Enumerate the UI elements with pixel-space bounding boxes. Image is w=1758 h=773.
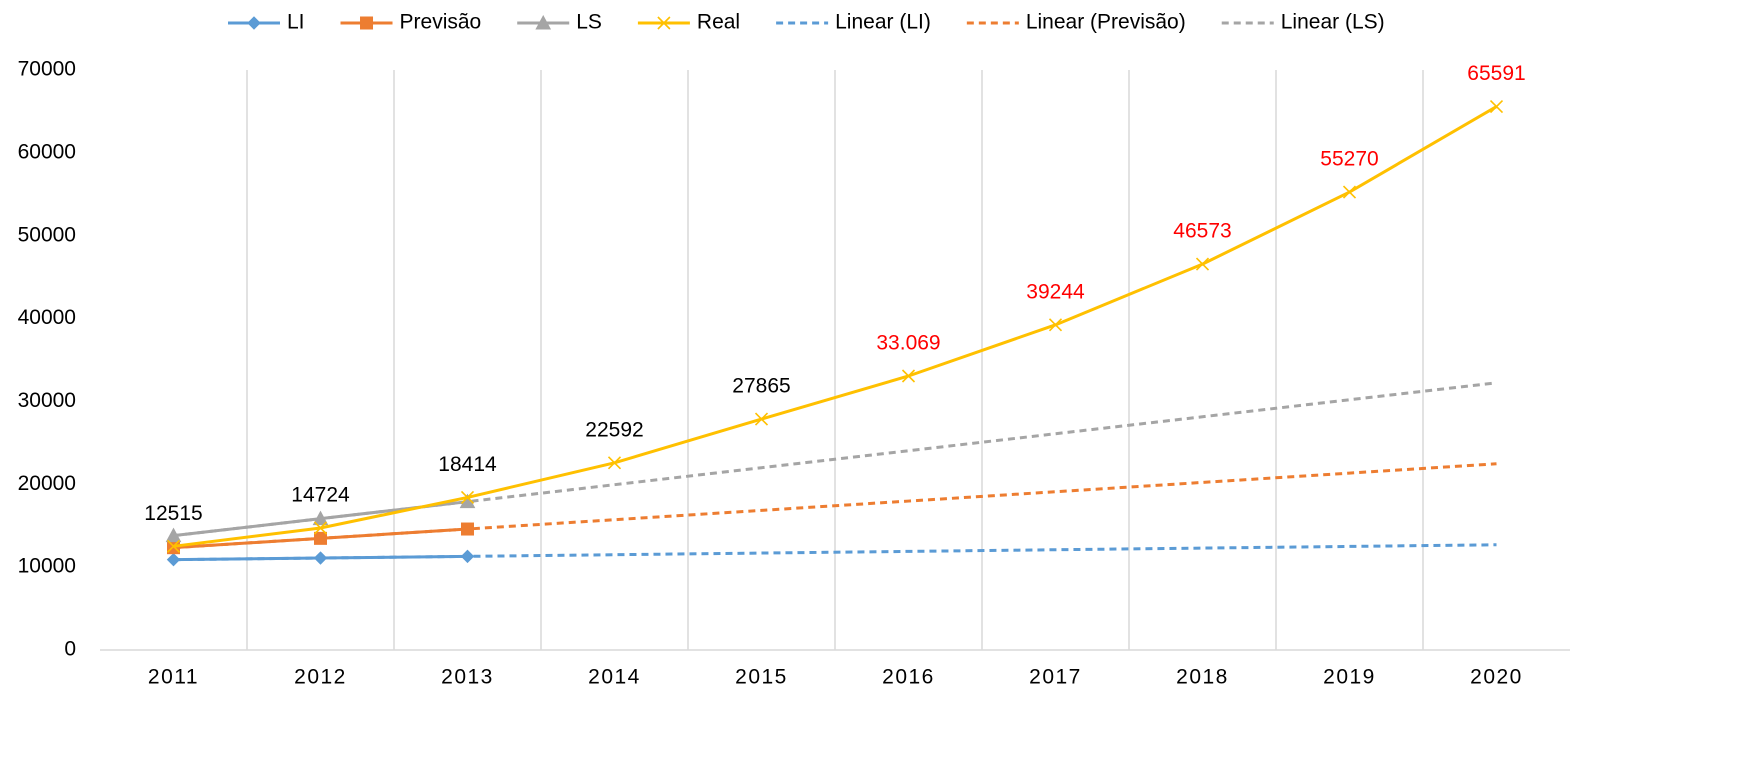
marker bbox=[461, 522, 474, 536]
data-label: 33.069 bbox=[876, 332, 940, 355]
legend-label: Real bbox=[697, 11, 740, 34]
x-tick-label: 2018 bbox=[1176, 666, 1229, 689]
data-label: 22592 bbox=[585, 418, 643, 441]
x-tick-label: 2020 bbox=[1470, 666, 1523, 689]
legend-label: Previsão bbox=[400, 11, 482, 34]
data-label: 55270 bbox=[1320, 148, 1378, 171]
line bbox=[173, 105, 1498, 548]
x-tick-label: 2014 bbox=[588, 666, 641, 689]
y-tick-label: 40000 bbox=[18, 306, 76, 329]
marker bbox=[1342, 185, 1357, 199]
marker bbox=[1195, 257, 1210, 271]
x-tick-label: 2019 bbox=[1323, 666, 1376, 689]
data-label: 65591 bbox=[1467, 62, 1525, 85]
marker bbox=[754, 412, 769, 426]
data-label: 18414 bbox=[438, 453, 497, 476]
marker bbox=[166, 552, 181, 567]
x-tick-label: 2015 bbox=[735, 666, 788, 689]
data-label: 27865 bbox=[732, 375, 790, 398]
marker bbox=[165, 527, 182, 543]
marker bbox=[460, 549, 475, 564]
y-tick-label: 50000 bbox=[18, 223, 76, 246]
marker bbox=[901, 369, 916, 383]
legend-label: Linear (LI) bbox=[835, 11, 931, 34]
series bbox=[167, 522, 474, 555]
x-tick-label: 2012 bbox=[294, 666, 347, 689]
marker bbox=[312, 510, 329, 526]
legend-item: Previsão bbox=[340, 11, 482, 34]
y-tick-label: 60000 bbox=[18, 140, 76, 163]
x-tick-label: 2013 bbox=[441, 666, 494, 689]
y-tick-label: 0 bbox=[64, 638, 76, 661]
x-tick-label: 2011 bbox=[148, 666, 199, 689]
x-tick-label: 2017 bbox=[1029, 666, 1082, 689]
legend-item: Linear (Previsão) bbox=[966, 11, 1186, 34]
marker bbox=[657, 16, 671, 30]
marker bbox=[314, 531, 327, 545]
legend-item: LI bbox=[228, 11, 305, 34]
series: 12515 14724 18414 22592 27865 33.069 39244 4657… bbox=[144, 62, 1526, 553]
y-tick-label: 70000 bbox=[18, 58, 76, 81]
legend-label: Linear (LS) bbox=[1281, 11, 1385, 34]
series bbox=[166, 549, 475, 567]
marker bbox=[460, 490, 475, 504]
marker bbox=[535, 14, 552, 30]
legend-label: LI bbox=[287, 11, 305, 34]
marker bbox=[1489, 99, 1504, 114]
legend-item: LS bbox=[517, 11, 602, 34]
legend-item: Linear (LI) bbox=[776, 11, 931, 34]
marker bbox=[247, 16, 261, 30]
marker bbox=[607, 456, 622, 470]
y-tick-label: 10000 bbox=[18, 555, 76, 578]
x-tick-label: 2016 bbox=[882, 666, 935, 689]
marker bbox=[313, 551, 328, 565]
marker bbox=[1048, 318, 1063, 332]
y-tick-label: 30000 bbox=[18, 389, 76, 412]
y-tick-label: 20000 bbox=[18, 472, 76, 495]
marker bbox=[313, 521, 328, 535]
data-label: 12515 bbox=[144, 502, 202, 525]
legend-label: LS bbox=[576, 11, 602, 34]
data-label: 14724 bbox=[291, 484, 350, 507]
legend-label: Linear (Previsão) bbox=[1026, 11, 1186, 34]
legend-item: Real bbox=[637, 11, 740, 34]
marker bbox=[360, 16, 374, 30]
data-label: 46573 bbox=[1173, 220, 1231, 243]
marker bbox=[167, 541, 180, 555]
legend-item: Linear (LS) bbox=[1221, 11, 1385, 34]
data-label: 39244 bbox=[1026, 280, 1085, 303]
marker bbox=[166, 539, 181, 553]
